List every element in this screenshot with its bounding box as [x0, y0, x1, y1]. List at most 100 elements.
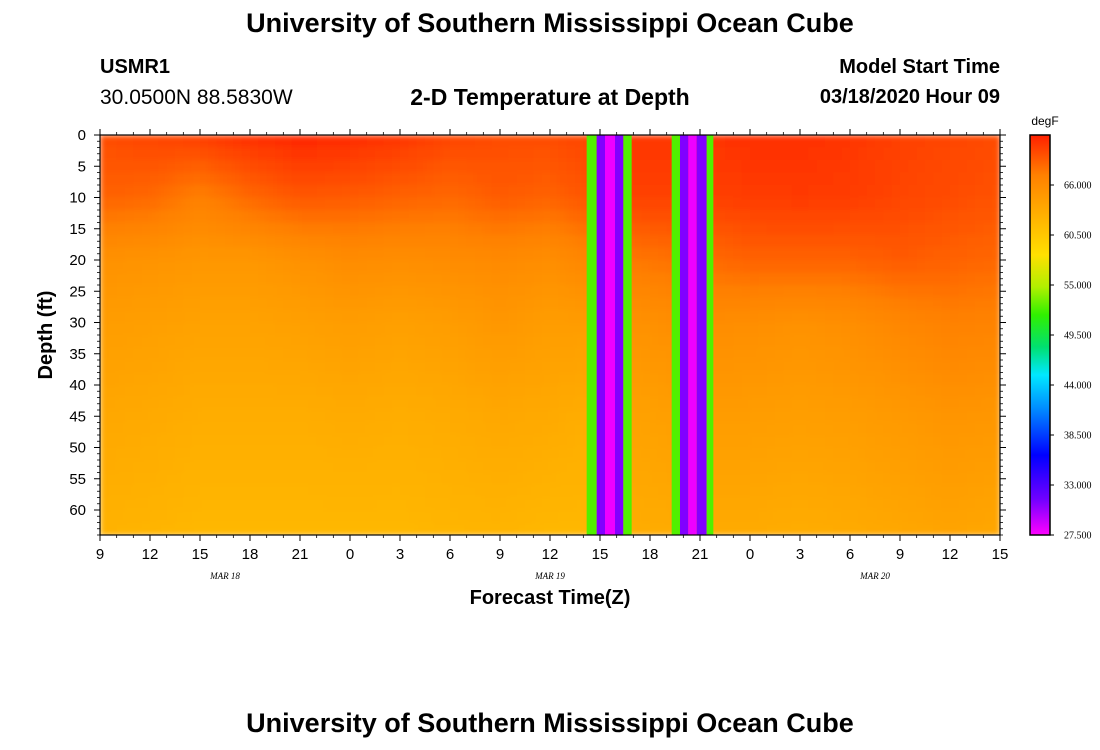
heatmap-cell [175, 185, 185, 199]
heatmap-cell [366, 310, 376, 324]
heatmap-cell [108, 410, 118, 424]
heatmap-cell [266, 335, 276, 349]
heatmap-cell [875, 422, 885, 436]
heatmap-cell [850, 335, 860, 349]
heatmap-cell [575, 210, 585, 224]
heatmap-cell [133, 347, 143, 361]
heatmap-cell [250, 422, 260, 436]
heatmap-cell [450, 422, 460, 436]
heatmap-cell [975, 472, 985, 486]
heatmap-cell [333, 310, 343, 324]
heatmap-cell [208, 347, 218, 361]
heatmap-cell [291, 310, 301, 324]
heatmap-cell [841, 447, 851, 461]
heatmap-cell [458, 360, 468, 374]
heatmap-cell [725, 185, 735, 199]
heatmap-cell [733, 210, 743, 224]
heatmap-cell [975, 410, 985, 424]
heatmap-cell [733, 247, 743, 261]
heatmap-cell [991, 222, 1000, 236]
heatmap-cell [183, 422, 193, 436]
heatmap-cell [225, 447, 235, 461]
heatmap-cell [891, 397, 901, 411]
heatmap-cell [341, 285, 351, 299]
heatmap-cell [466, 460, 476, 474]
heatmap-cell [458, 297, 468, 311]
heatmap-cell [208, 497, 218, 511]
heatmap-cell [841, 285, 851, 299]
heatmap-cell [541, 510, 551, 524]
heatmap-cell [558, 522, 568, 535]
heatmap-cell [916, 447, 926, 461]
heatmap-cell [558, 485, 568, 499]
heatmap-cell [566, 285, 576, 299]
heatmap-cell [775, 222, 785, 236]
heatmap-cell [291, 360, 301, 374]
heatmap-cell [300, 510, 310, 524]
heatmap-cell [783, 485, 793, 499]
heatmap-cell [975, 297, 985, 311]
heatmap-cell [166, 135, 176, 149]
heatmap-cell [400, 322, 410, 336]
heatmap-cell [841, 435, 851, 449]
heatmap-cell [908, 510, 918, 524]
heatmap-cell [150, 372, 160, 386]
heatmap-cell [441, 260, 451, 274]
heatmap-cell [233, 397, 243, 411]
heatmap-cell [333, 360, 343, 374]
heatmap-cell [125, 360, 135, 374]
heatmap-cell [983, 235, 993, 249]
heatmap-cell [875, 285, 885, 299]
heatmap-cell [366, 322, 376, 336]
heatmap-cell [125, 472, 135, 486]
heatmap-cell [991, 172, 1000, 186]
heatmap-cell [441, 197, 451, 211]
heatmap-cell [816, 160, 826, 174]
heatmap-cell [108, 285, 118, 299]
heatmap-cell [541, 322, 551, 336]
heatmap-cell [275, 185, 285, 199]
heatmap-cell [650, 510, 660, 524]
heatmap-cell [725, 510, 735, 524]
heatmap-cell [883, 197, 893, 211]
date-label: MAR 20 [859, 571, 890, 581]
heatmap-cell [475, 185, 485, 199]
heatmap-cell [908, 185, 918, 199]
heatmap-cell [508, 260, 518, 274]
heatmap-cell [225, 285, 235, 299]
heatmap-cell [483, 185, 493, 199]
heatmap-cell [500, 335, 510, 349]
heatmap-cell [566, 210, 576, 224]
heatmap-cell [775, 197, 785, 211]
heatmap-cell [550, 310, 560, 324]
heatmap-cell [233, 410, 243, 424]
heatmap-cell [741, 310, 751, 324]
heatmap-cell [925, 460, 935, 474]
x-tick-label: 9 [896, 546, 904, 563]
heatmap-cell [233, 310, 243, 324]
heatmap-cell [158, 522, 168, 535]
heatmap-cell [983, 335, 993, 349]
heatmap-cell [925, 272, 935, 286]
heatmap-cell [300, 347, 310, 361]
heatmap-cell [925, 310, 935, 324]
heatmap-cell [391, 272, 401, 286]
heatmap-cell [766, 260, 776, 274]
heatmap-cell [800, 522, 810, 535]
heatmap-cell [383, 422, 393, 436]
heatmap-cell [233, 322, 243, 336]
heatmap-cell [658, 197, 668, 211]
heatmap-cell [175, 485, 185, 499]
heatmap-cell [383, 222, 393, 236]
heatmap-cell [775, 347, 785, 361]
heatmap-cell [483, 410, 493, 424]
heatmap-cell [416, 322, 426, 336]
heatmap-cell [191, 222, 201, 236]
heatmap-stripe [596, 135, 605, 535]
heatmap-cell [166, 197, 176, 211]
heatmap-cell [633, 522, 643, 535]
heatmap-cell [458, 172, 468, 186]
heatmap-cell [125, 522, 135, 535]
heatmap-cell [500, 510, 510, 524]
heatmap-cell [908, 497, 918, 511]
